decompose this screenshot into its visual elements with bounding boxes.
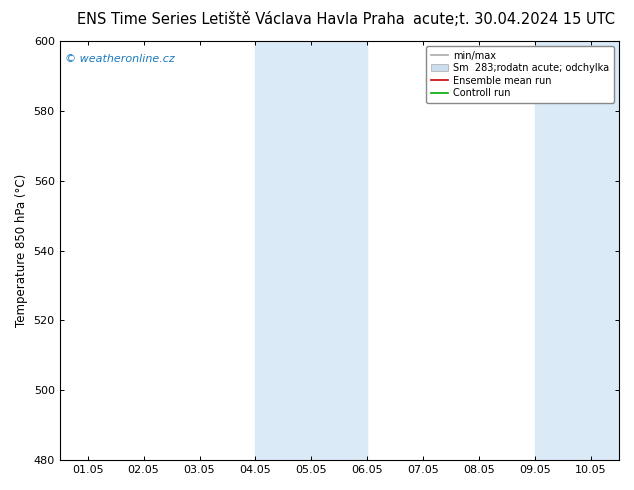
Bar [311,41,367,460]
Bar [535,41,591,460]
Y-axis label: Temperature 850 hPa (°C): Temperature 850 hPa (°C) [15,174,28,327]
Bar [591,41,634,460]
Text: ENS Time Series Letiště Václava Havla Praha: ENS Time Series Letiště Václava Havla Pr… [77,12,404,27]
Bar [256,41,311,460]
Text: acute;t. 30.04.2024 15 UTC: acute;t. 30.04.2024 15 UTC [413,12,615,27]
Text: © weatheronline.cz: © weatheronline.cz [65,53,175,64]
Legend: min/max, Sm  283;rodatn acute; odchylka, Ensemble mean run, Controll run: min/max, Sm 283;rodatn acute; odchylka, … [426,46,614,103]
